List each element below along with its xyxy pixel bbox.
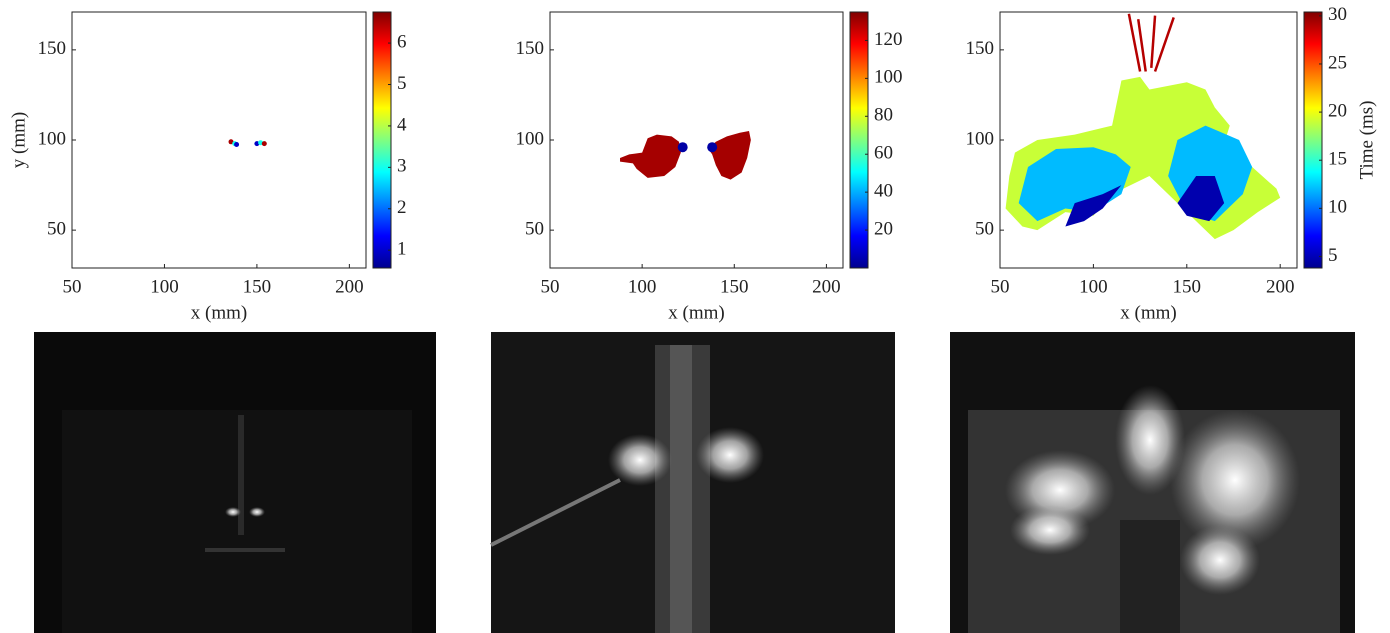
x-tick-label: 200: [1266, 276, 1295, 297]
colorbar: [1303, 11, 1323, 269]
x-tick-label: 50: [63, 276, 82, 297]
x-tick-label: 100: [628, 276, 657, 297]
point: [677, 142, 688, 153]
y-tick-label: 50: [47, 219, 66, 240]
colorbar: [849, 11, 869, 269]
y-axis-label: y (mm): [8, 112, 29, 168]
colorbar-tick-label: 10: [1328, 197, 1347, 218]
region: [620, 134, 681, 178]
y-tick-label: 150: [966, 38, 995, 59]
colorbar-tick-label: 120: [874, 29, 903, 50]
point: [234, 142, 240, 148]
region: [1065, 185, 1122, 227]
colorbar-tick-label: 5: [1328, 245, 1338, 266]
streak: [1150, 15, 1157, 68]
colorbar-tick-label: 25: [1328, 52, 1347, 73]
y-tick-label: 50: [525, 219, 544, 240]
photo-1: [34, 332, 436, 633]
point: [261, 141, 267, 147]
y-tick-label: 100: [966, 128, 995, 149]
plot-area: [550, 12, 843, 268]
colorbar-tick-label: 40: [874, 181, 893, 202]
y-tick-label: 100: [38, 128, 67, 149]
colorbar-tick-label: 60: [874, 143, 893, 164]
x-tick-label: 150: [720, 276, 749, 297]
x-tick-label: 200: [335, 276, 364, 297]
colorbar-tick-label: 4: [397, 114, 407, 135]
streak: [1136, 19, 1147, 72]
x-tick-label: 200: [812, 276, 841, 297]
colorbar-tick-label: 20: [874, 218, 893, 239]
colorbar-tick-label: 5: [397, 73, 407, 94]
x-axis-label: x (mm): [1120, 302, 1176, 323]
photo-2: [490, 332, 895, 633]
colorbar-tick-label: 100: [874, 67, 903, 88]
colorbar-tick-label: 30: [1328, 4, 1347, 25]
plot-area: [72, 12, 366, 268]
x-tick-label: 150: [1173, 276, 1202, 297]
colorbar-tick-label: 15: [1328, 149, 1347, 170]
x-tick-label: 100: [150, 276, 179, 297]
y-tick-label: 150: [38, 38, 67, 59]
x-tick-label: 100: [1079, 276, 1108, 297]
streak: [1153, 17, 1175, 72]
region: [1177, 176, 1225, 222]
colorbar-tick-label: 6: [397, 31, 407, 52]
region: [708, 130, 751, 180]
colorbar-tick-label: 3: [397, 156, 407, 177]
point: [228, 139, 234, 145]
y-tick-label: 50: [975, 219, 994, 240]
x-tick-label: 150: [243, 276, 272, 297]
y-tick-label: 100: [516, 128, 545, 149]
colorbar-tick-label: 80: [874, 105, 893, 126]
x-axis-label: x (mm): [668, 302, 724, 323]
y-tick-label: 150: [516, 38, 545, 59]
x-tick-label: 50: [991, 276, 1010, 297]
colorbar-label: Time (ms): [1356, 100, 1377, 179]
colorbar-tick-label: 1: [397, 239, 407, 260]
colorbar: [372, 11, 392, 269]
photo-3: [950, 332, 1355, 633]
colorbar-tick-label: 2: [397, 197, 407, 218]
x-axis-label: x (mm): [191, 302, 247, 323]
streak: [1127, 13, 1142, 72]
x-tick-label: 50: [541, 276, 560, 297]
colorbar-tick-label: 20: [1328, 100, 1347, 121]
point: [707, 142, 718, 153]
